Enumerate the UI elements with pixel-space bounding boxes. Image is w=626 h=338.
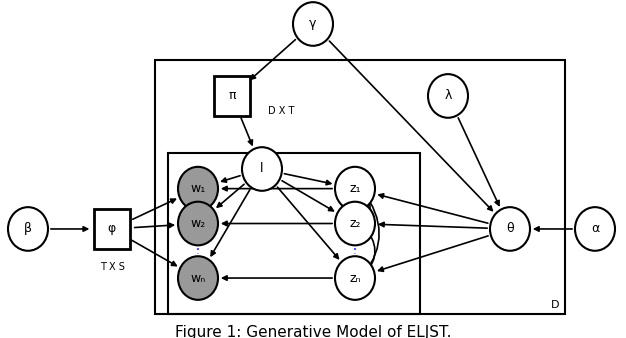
Circle shape [335, 167, 375, 211]
Text: β: β [24, 222, 32, 236]
Circle shape [575, 207, 615, 251]
Text: wₙ: wₙ [190, 271, 205, 285]
Circle shape [178, 202, 218, 245]
Text: π: π [228, 90, 236, 102]
Circle shape [242, 147, 282, 191]
Circle shape [178, 167, 218, 211]
Circle shape [428, 74, 468, 118]
Circle shape [490, 207, 530, 251]
FancyBboxPatch shape [94, 209, 130, 248]
Circle shape [8, 207, 48, 251]
FancyArrowPatch shape [362, 191, 379, 274]
Text: w₂: w₂ [190, 217, 205, 230]
Circle shape [293, 2, 333, 46]
Text: D: D [551, 300, 559, 310]
Text: z₁: z₁ [349, 182, 361, 195]
Text: γ: γ [309, 18, 317, 30]
Text: φ: φ [108, 222, 116, 236]
Text: Figure 1: Generative Model of ELJST.: Figure 1: Generative Model of ELJST. [175, 325, 451, 338]
Text: θ: θ [506, 222, 514, 236]
Text: z₂: z₂ [349, 217, 361, 230]
Text: w₁: w₁ [190, 182, 205, 195]
Text: D X T: D X T [268, 106, 294, 116]
FancyBboxPatch shape [214, 76, 250, 116]
Text: T X S: T X S [100, 262, 125, 272]
Text: zₙ: zₙ [349, 271, 361, 285]
Text: λ: λ [444, 90, 452, 102]
Text: l: l [260, 163, 264, 175]
Circle shape [335, 256, 375, 300]
FancyArrowPatch shape [363, 225, 375, 275]
Circle shape [178, 256, 218, 300]
Text: α: α [591, 222, 599, 236]
FancyArrowPatch shape [363, 191, 370, 220]
Circle shape [335, 202, 375, 245]
